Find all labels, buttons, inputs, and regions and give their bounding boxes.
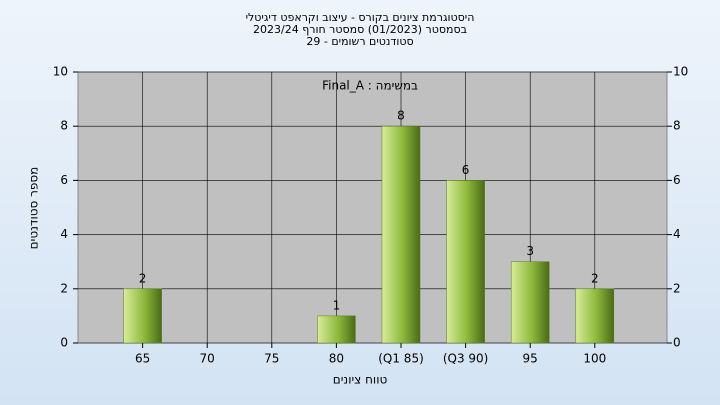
x-tick-label: (Q3 90) — [443, 352, 489, 366]
bar — [446, 180, 485, 344]
y-tick-label: 2 — [60, 281, 68, 295]
x-tick-label: (Q1 85) — [378, 352, 424, 366]
y-tick-label: 10 — [53, 65, 68, 79]
chart-title: בסמסטר (01/2023) סמסטר חורף 2023/24 — [253, 23, 467, 36]
y2-tick-label: 10 — [673, 65, 688, 79]
y2-tick-label: 6 — [673, 173, 681, 187]
data-label: 1 — [333, 298, 341, 312]
y2-tick-label: 0 — [673, 336, 681, 350]
y-axis-label: מספר סטודנטים — [27, 167, 41, 250]
annotation: Final_A : במשימה — [322, 79, 418, 93]
bar — [317, 315, 356, 344]
y-tick-label: 4 — [60, 227, 68, 241]
bar — [575, 288, 615, 344]
data-label: 6 — [462, 163, 470, 177]
data-label: 2 — [591, 271, 599, 285]
bar — [123, 288, 162, 344]
x-tick-label: 100 — [583, 352, 606, 366]
y-tick-label: 6 — [60, 173, 68, 187]
chart-title: היסטוגרמת ציונים בקורס - עיצוב וקראפט די… — [246, 11, 475, 24]
y-tick-label: 8 — [60, 119, 68, 133]
bar — [510, 261, 550, 344]
chart-title: סטודנטים רשומים - 29 — [306, 35, 413, 48]
data-label: 2 — [139, 271, 147, 285]
y2-tick-label: 2 — [673, 281, 681, 295]
y2-tick-label: 4 — [673, 227, 681, 241]
x-axis-label: טווח ציונים — [333, 373, 388, 387]
x-tick-label: 95 — [523, 352, 538, 366]
x-tick-label: 70 — [200, 352, 215, 366]
data-label: 3 — [526, 244, 534, 258]
x-tick-label: 65 — [135, 352, 150, 366]
plot-area — [77, 71, 668, 344]
bar — [381, 125, 421, 344]
data-label: 8 — [397, 109, 405, 123]
y2-tick-label: 8 — [673, 119, 681, 133]
x-tick-label: 80 — [329, 352, 344, 366]
y-tick-label: 0 — [60, 336, 68, 350]
x-tick-label: 75 — [264, 352, 279, 366]
